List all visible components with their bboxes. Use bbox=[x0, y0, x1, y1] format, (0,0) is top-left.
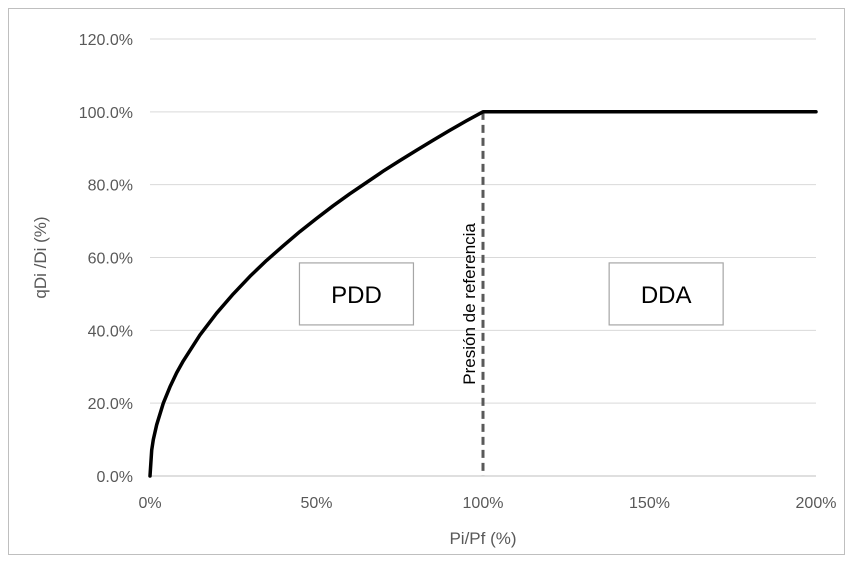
y-tick-label: 0.0% bbox=[97, 469, 133, 486]
region-label: PDD bbox=[331, 282, 382, 309]
y-tick-label: 60.0% bbox=[88, 251, 133, 268]
region-labels: PDD DDA bbox=[298, 262, 724, 326]
y-axis-title: qDi /Di (%) bbox=[31, 216, 50, 298]
x-tick-label: 200% bbox=[796, 495, 837, 512]
y-tick-labels: 0.0% 20.0% 40.0% 60.0% 80.0% 100.0% 120.0% bbox=[79, 32, 133, 486]
x-tick-label: 150% bbox=[629, 495, 670, 512]
x-tick-label: 0% bbox=[138, 495, 161, 512]
y-tick-label: 120.0% bbox=[79, 32, 133, 49]
x-tick-labels: 0% 50% 100% 150% 200% bbox=[138, 495, 836, 512]
region-label-box bbox=[608, 262, 724, 326]
x-tick-label: 100% bbox=[463, 495, 504, 512]
y-tick-label: 80.0% bbox=[88, 178, 133, 195]
y-tick-label: 20.0% bbox=[88, 396, 133, 413]
x-tick-label: 50% bbox=[300, 495, 332, 512]
reference-line-label: Presión de referencia bbox=[460, 223, 479, 385]
y-tick-label: 100.0% bbox=[79, 105, 133, 122]
x-axis-title: Pi/Pf (%) bbox=[449, 529, 516, 548]
series-line bbox=[148, 110, 818, 478]
region-label: DDA bbox=[641, 282, 692, 309]
y-tick-label: 40.0% bbox=[88, 323, 133, 340]
region-label-box bbox=[298, 262, 415, 326]
